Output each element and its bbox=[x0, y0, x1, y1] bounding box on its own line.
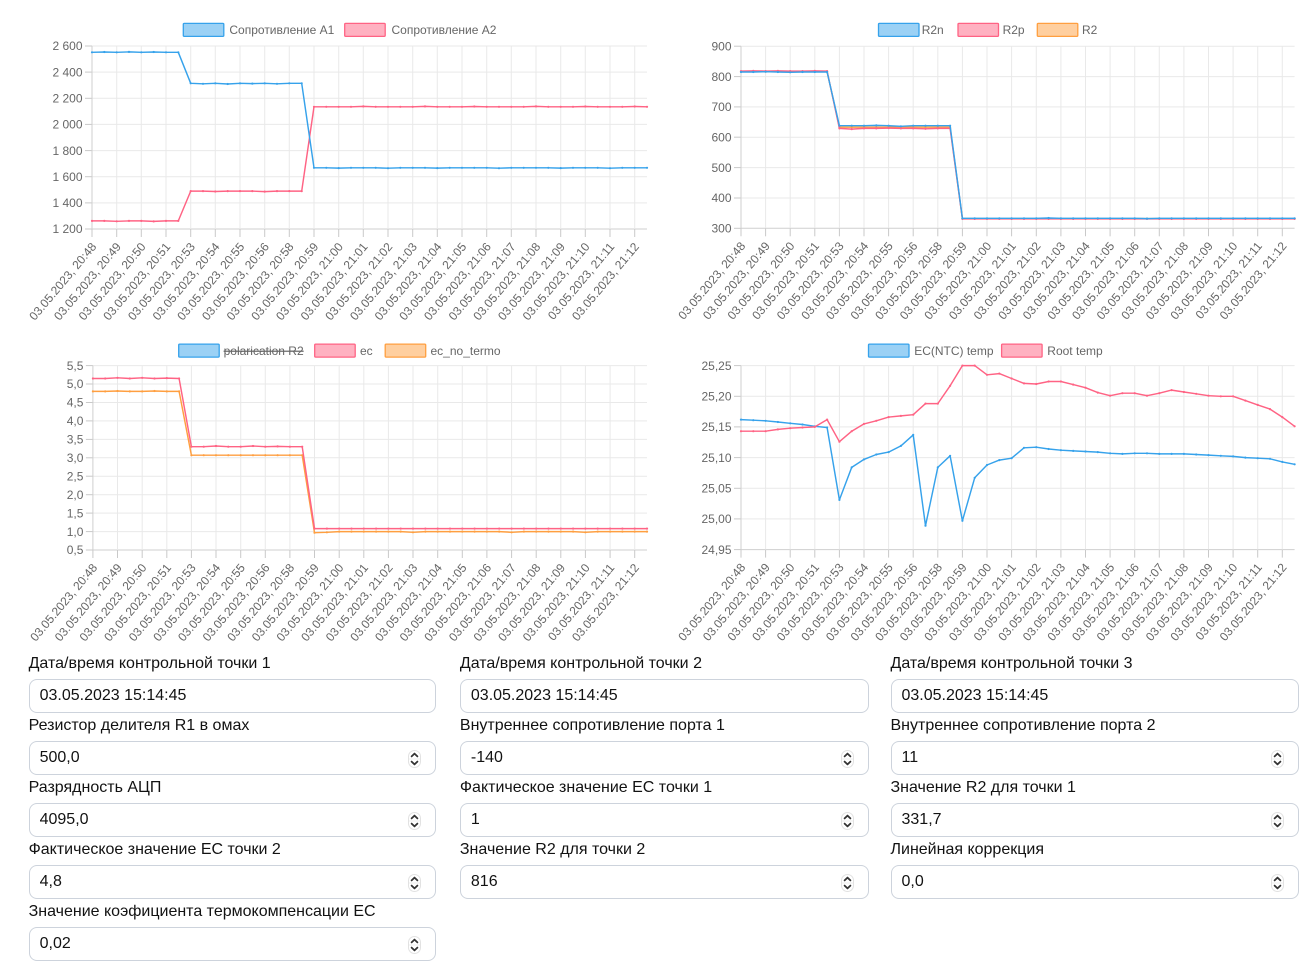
svg-text:EC(NTC) temp: EC(NTC) temp bbox=[914, 344, 994, 358]
svg-text:R2n: R2n bbox=[922, 23, 944, 37]
svg-text:2,5: 2,5 bbox=[67, 469, 84, 483]
svg-text:1 200: 1 200 bbox=[52, 222, 82, 236]
svg-text:3,5: 3,5 bbox=[67, 433, 84, 447]
svg-text:R2p: R2p bbox=[1003, 23, 1025, 37]
svg-text:2 200: 2 200 bbox=[52, 92, 82, 106]
svg-text:2 600: 2 600 bbox=[52, 39, 82, 53]
svg-text:1,5: 1,5 bbox=[67, 506, 84, 520]
svg-text:Сопротивление A1: Сопротивление A1 bbox=[229, 23, 334, 37]
svg-text:900: 900 bbox=[711, 39, 731, 53]
svg-text:R2: R2 bbox=[1082, 23, 1098, 37]
svg-text:25,05: 25,05 bbox=[701, 482, 731, 496]
svg-text:800: 800 bbox=[711, 70, 731, 84]
svg-text:700: 700 bbox=[711, 100, 731, 114]
svg-text:3,0: 3,0 bbox=[67, 451, 84, 465]
svg-text:25,10: 25,10 bbox=[701, 451, 731, 465]
svg-text:25,00: 25,00 bbox=[701, 512, 731, 526]
svg-text:25,25: 25,25 bbox=[701, 359, 731, 373]
svg-text:300: 300 bbox=[711, 222, 731, 236]
svg-text:25,15: 25,15 bbox=[701, 420, 731, 434]
svg-text:25,20: 25,20 bbox=[701, 390, 731, 404]
svg-text:1 800: 1 800 bbox=[52, 144, 82, 158]
svg-text:ec_no_termo: ec_no_termo bbox=[431, 344, 501, 358]
svg-text:5,0: 5,0 bbox=[67, 377, 84, 391]
svg-text:0,5: 0,5 bbox=[67, 543, 84, 557]
svg-text:polarication R2: polarication R2 bbox=[224, 344, 304, 358]
svg-text:600: 600 bbox=[711, 130, 731, 144]
svg-text:1 400: 1 400 bbox=[52, 196, 82, 210]
svg-text:500: 500 bbox=[711, 161, 731, 175]
svg-text:4,5: 4,5 bbox=[67, 396, 84, 410]
svg-text:24,95: 24,95 bbox=[701, 543, 731, 557]
svg-text:2,0: 2,0 bbox=[67, 488, 84, 502]
svg-text:Root temp: Root temp bbox=[1047, 344, 1103, 358]
svg-text:2 000: 2 000 bbox=[52, 118, 82, 132]
svg-text:5,5: 5,5 bbox=[67, 359, 84, 373]
svg-text:4,0: 4,0 bbox=[67, 414, 84, 428]
svg-text:1 600: 1 600 bbox=[52, 170, 82, 184]
svg-text:400: 400 bbox=[711, 191, 731, 205]
svg-text:Сопротивление A2: Сопротивление A2 bbox=[392, 23, 497, 37]
svg-text:1,0: 1,0 bbox=[67, 525, 84, 539]
svg-text:ec: ec bbox=[360, 344, 373, 358]
svg-text:2 400: 2 400 bbox=[52, 65, 82, 79]
